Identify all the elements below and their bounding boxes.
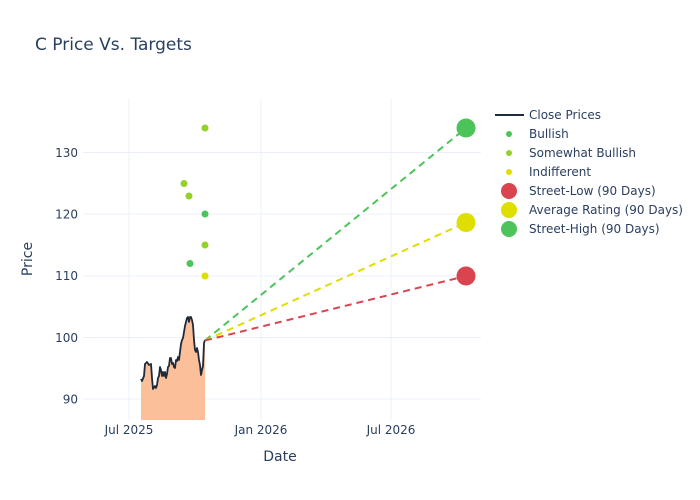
legend-item-indifferent[interactable]: Indifferent (506, 165, 591, 179)
legend-item-somewhat-bullish[interactable]: Somewhat Bullish (506, 146, 636, 160)
legend: Close Prices Bullish Somewhat Bullish In… (495, 108, 683, 237)
street-high-projection (204, 127, 467, 342)
x-tick: Jan 2026 (234, 423, 288, 437)
chart-title: C Price Vs. Targets (35, 35, 192, 55)
legend-label: Indifferent (529, 165, 591, 179)
close-price-line (140, 316, 206, 390)
somewhat-bullish-point[interactable] (201, 124, 209, 132)
indifferent-point[interactable] (201, 272, 209, 280)
y-tick: 130 (55, 146, 78, 160)
somewhat-bullish-point[interactable] (185, 192, 193, 200)
dot-swatch-icon (501, 221, 517, 237)
x-axis-title: Date (263, 449, 296, 465)
x-tick: Jul 2025 (104, 423, 154, 437)
y-tick: 110 (55, 269, 78, 283)
legend-item-street-low[interactable]: Street-Low (90 Days) (501, 183, 656, 199)
projection-lines (204, 127, 467, 342)
dot-swatch-icon (501, 202, 517, 218)
street-low-marker[interactable] (456, 266, 476, 286)
dot-swatch-icon (506, 169, 512, 175)
bullish-point[interactable] (201, 210, 209, 218)
y-tick: 100 (55, 331, 78, 345)
street-high-marker[interactable] (456, 118, 476, 138)
legend-label: Street-High (90 Days) (529, 222, 660, 236)
y-tick: 90 (63, 393, 78, 407)
bullish-point[interactable] (186, 260, 194, 267)
legend-label: Close Prices (529, 108, 601, 122)
legend-item-bullish[interactable]: Bullish (506, 127, 569, 141)
dot-swatch-icon (506, 150, 512, 156)
legend-label: Street-Low (90 Days) (529, 184, 656, 198)
close-price-area (141, 317, 205, 420)
legend-label: Somewhat Bullish (529, 146, 636, 160)
legend-label: Average Rating (90 Days) (529, 203, 683, 217)
x-axis-ticks: Jul 2025 Jan 2026 Jul 2026 (104, 423, 416, 437)
legend-item-street-high[interactable]: Street-High (90 Days) (501, 221, 660, 237)
x-tick: Jul 2026 (366, 423, 416, 437)
average-projection (204, 221, 467, 342)
gridlines (83, 98, 481, 420)
y-axis-title: Price (20, 242, 36, 276)
dot-swatch-icon (501, 183, 517, 199)
analyst-rating-points (180, 124, 209, 280)
legend-item-average-rating[interactable]: Average Rating (90 Days) (501, 202, 683, 218)
legend-label: Bullish (529, 127, 569, 141)
street-low-projection (204, 275, 467, 342)
average-rating-marker[interactable] (456, 213, 476, 232)
y-tick: 120 (55, 208, 78, 222)
y-axis-ticks: 130 120 110 100 90 (55, 146, 78, 407)
dot-swatch-icon (506, 131, 512, 137)
somewhat-bullish-point[interactable] (180, 180, 188, 187)
legend-item-close-prices[interactable]: Close Prices (495, 108, 601, 122)
target-markers (456, 118, 476, 286)
somewhat-bullish-point[interactable] (201, 241, 209, 249)
